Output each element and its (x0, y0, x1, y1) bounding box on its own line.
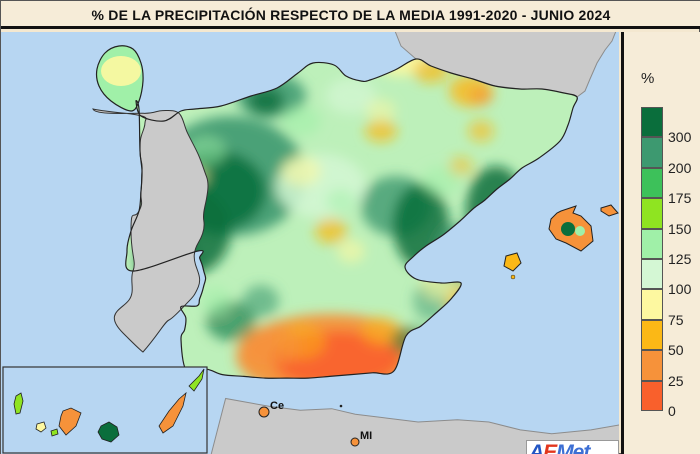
svg-text:MI: MI (360, 430, 372, 442)
svg-text:Ce: Ce (270, 400, 284, 412)
